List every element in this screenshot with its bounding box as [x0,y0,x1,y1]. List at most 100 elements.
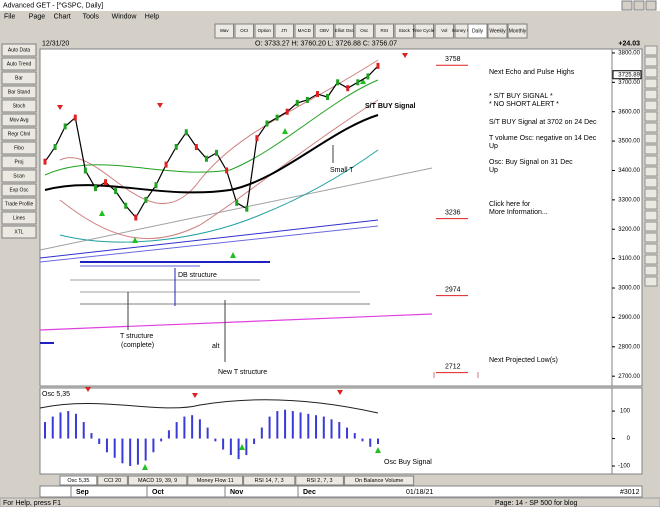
tool-button[interactable] [1,183,37,197]
toolbar-button[interactable] [394,23,414,39]
tool-button[interactable] [1,169,37,183]
tab[interactable] [243,475,296,486]
tool-button[interactable] [1,99,37,113]
side-icon[interactable] [644,56,658,67]
side-icon[interactable] [644,210,658,221]
tool-button[interactable] [1,155,37,169]
side-icon[interactable] [644,67,658,78]
tool-label[interactable]: Bar [15,75,23,81]
menu-item[interactable]: Help [145,13,160,20]
menu-item[interactable]: Page [29,13,45,20]
side-icon[interactable] [644,276,658,287]
tool-label[interactable]: Proj [15,159,24,165]
side-icon[interactable] [644,199,658,210]
menu-item[interactable]: File [4,13,15,20]
menu-item[interactable]: Chart [54,13,71,20]
tab[interactable] [295,475,344,486]
side-icon[interactable] [644,45,658,56]
side-icon[interactable] [644,177,658,188]
side-icon[interactable] [644,155,658,166]
tool-button[interactable] [1,71,37,85]
toolbar-label[interactable]: OCI [240,28,248,33]
toolbar-button[interactable] [414,23,434,39]
toolbar-button[interactable] [234,23,254,39]
toolbar-button[interactable] [294,23,314,39]
side-icon[interactable] [644,243,658,254]
side-icon[interactable] [644,254,658,265]
tab[interactable] [59,475,98,486]
window-button[interactable] [621,0,633,11]
timeframe-label[interactable]: Daily [472,28,484,34]
side-icon[interactable] [644,144,658,155]
toolbar-label[interactable]: Time Cycles [412,28,437,33]
toolbar-label[interactable]: Wav [220,28,230,33]
tool-label[interactable]: XTL [14,229,23,235]
toolbar-button[interactable] [314,23,334,39]
tab-label[interactable]: Osc 5,35 [67,478,89,484]
side-icon[interactable] [644,188,658,199]
tool-label[interactable]: Bar Stand [8,89,30,95]
tool-button[interactable] [1,113,37,127]
tab[interactable] [343,475,415,486]
tool-button[interactable] [1,43,37,57]
toolbar-label[interactable]: OBV [319,28,329,33]
tab[interactable] [127,475,188,486]
toolbar-button[interactable] [434,23,454,39]
side-icon[interactable] [644,133,658,144]
tab-label[interactable]: Money Flow 11 [197,478,234,484]
side-icon[interactable] [644,166,658,177]
side-icon[interactable] [644,122,658,133]
toolbar-label[interactable]: Money Flow [452,28,477,33]
timeframe-button[interactable] [507,23,528,39]
timeframe-button[interactable] [487,23,508,39]
tool-label[interactable]: Auto Data [8,47,30,53]
tool-button[interactable] [1,141,37,155]
toolbar-label[interactable]: Stock [399,28,411,33]
timeframe-label[interactable]: Weekly [489,28,506,34]
side-icon[interactable] [644,78,658,89]
toolbar-label[interactable]: Option [258,28,272,33]
tool-label[interactable]: Trade Profile [5,201,34,207]
toolbar-label[interactable]: MACD [298,28,312,33]
tab-label[interactable]: MACD 19, 39, 9 [138,478,177,484]
toolbar-label[interactable]: RSI [380,28,388,33]
tool-label[interactable]: Fibo [14,145,24,151]
tool-label[interactable]: Scan [13,173,25,179]
side-icon[interactable] [644,265,658,276]
timeframe-label[interactable]: Monthly [509,28,527,34]
tool-label[interactable]: Lines [13,215,25,221]
toolbar-label[interactable]: JTI [281,28,287,33]
toolbar-button[interactable] [334,23,354,39]
side-icon[interactable] [644,100,658,111]
window-button[interactable] [645,0,657,11]
tab-label[interactable]: On Balance Volume [355,478,404,484]
menu-item[interactable]: Tools [83,13,100,20]
side-icon[interactable] [644,111,658,122]
tab-label[interactable]: RSI 14, 7, 3 [255,478,284,484]
tool-button[interactable] [1,197,37,211]
tool-button[interactable] [1,225,37,239]
toolbar-button[interactable] [254,23,274,39]
tool-button[interactable] [1,85,37,99]
side-icon[interactable] [644,221,658,232]
tab-label[interactable]: RSI 2, 7, 3 [307,478,333,484]
tool-button[interactable] [1,211,37,225]
tool-label[interactable]: Mov Avg [9,117,28,123]
tab[interactable] [97,475,128,486]
toolbar-button[interactable] [214,23,234,39]
tool-button[interactable] [1,127,37,141]
tool-label[interactable]: Exp Osc [10,187,29,193]
toolbar-label[interactable]: Vol [441,28,447,33]
tab-label[interactable]: CCI 20 [104,478,121,484]
tool-label[interactable]: Stoch [13,103,26,109]
side-icon[interactable] [644,232,658,243]
tool-label[interactable]: Regr Chnl [8,131,31,137]
timeframe-button[interactable] [467,23,488,39]
toolbar-label[interactable]: Elliot Osc [335,28,355,33]
toolbar-button[interactable] [374,23,394,39]
note[interactable]: More Information... [489,209,548,216]
tool-label[interactable]: Auto Trend [7,61,32,67]
toolbar-label[interactable]: Osc [360,28,369,33]
menu-item[interactable]: Window [112,13,138,20]
tab[interactable] [187,475,244,486]
